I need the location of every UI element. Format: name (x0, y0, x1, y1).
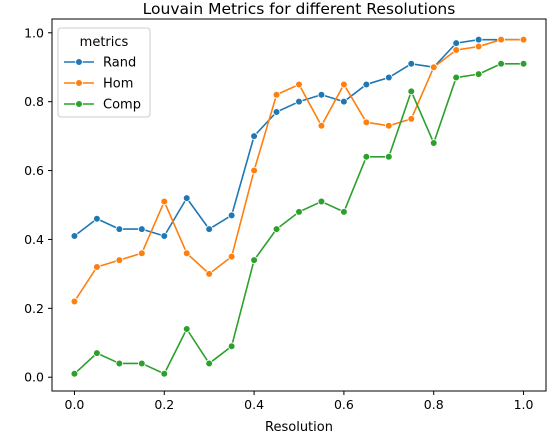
legend-label-hom: Hom (103, 77, 133, 92)
data-point-comp (429, 139, 438, 147)
data-point-rand (295, 97, 303, 106)
y-tick-label: 0.6 (24, 163, 44, 178)
x-tick-label: 1.0 (514, 397, 534, 412)
data-point-comp (407, 87, 416, 96)
x-tick-label: 0.8 (424, 397, 444, 412)
legend-label-comp: Comp (103, 98, 141, 113)
data-point-rand (93, 214, 101, 223)
data-point-rand (138, 225, 146, 233)
data-point-rand (182, 194, 191, 202)
legend-items: Rand Hom Comp (64, 56, 141, 113)
data-point-comp (205, 359, 213, 368)
data-point-comp (385, 152, 393, 161)
legend: metrics Rand Hom Comp (57, 27, 151, 118)
data-point-comp (115, 359, 124, 368)
data-point-rand (227, 211, 236, 220)
data-point-rand (317, 90, 326, 99)
data-point-hom (138, 249, 146, 258)
y-tick-label: 0.2 (24, 301, 44, 316)
data-point-rand (407, 59, 416, 68)
data-point-comp (519, 59, 528, 68)
legend-box (57, 27, 151, 118)
data-point-hom (317, 121, 326, 130)
plot-frame (51, 18, 547, 392)
data-point-comp (295, 208, 303, 216)
data-point-comp (160, 369, 169, 378)
data-point-comp (138, 359, 146, 368)
y-axis: 0.0 0.2 0.4 0.6 0.8 1.0 (24, 25, 52, 385)
y-tick-label: 0.8 (24, 94, 44, 109)
data-point-rand (250, 132, 258, 140)
data-point-comp (227, 342, 236, 351)
legend-marker-rand (75, 58, 83, 66)
data-point-hom (115, 256, 124, 264)
data-point-hom (385, 121, 393, 130)
data-point-comp (497, 59, 505, 68)
data-point-comp (474, 70, 483, 78)
data-point-hom (474, 42, 483, 51)
data-point-rand (474, 35, 483, 44)
x-tick-label: 0.6 (334, 397, 354, 412)
data-point-comp (93, 349, 101, 357)
legend-title: metrics (80, 35, 129, 50)
data-point-hom (160, 197, 169, 206)
data-point-rand (385, 73, 393, 82)
data-point-hom (452, 46, 460, 54)
data-point-hom (272, 90, 281, 99)
data-point-rand (70, 232, 79, 240)
data-point-hom (519, 35, 528, 44)
legend-label-rand: Rand (103, 56, 136, 71)
chart-title: Louvain Metrics for different Resolution… (143, 0, 456, 18)
data-point-hom (429, 63, 438, 72)
data-point-hom (182, 249, 191, 258)
data-point-comp (250, 256, 258, 264)
x-tick-label: 0.4 (244, 397, 264, 412)
data-point-hom (205, 270, 213, 278)
data-point-hom (93, 263, 101, 271)
data-point-rand (362, 80, 371, 89)
data-point-comp (340, 208, 348, 216)
data-point-comp (182, 325, 191, 333)
y-tick-label: 0.4 (24, 232, 44, 247)
data-point-hom (227, 252, 236, 261)
data-point-hom (340, 80, 348, 89)
data-point-comp (362, 152, 371, 161)
legend-marker-comp (75, 100, 83, 108)
data-point-hom (362, 118, 371, 127)
x-axis-label: Resolution (265, 420, 333, 435)
data-point-comp (317, 197, 326, 206)
x-axis: 0.0 0.2 0.4 0.6 0.8 1.0 (65, 391, 534, 412)
data-point-comp (272, 225, 281, 233)
data-point-rand (340, 97, 348, 106)
y-tick-label: 1.0 (24, 25, 44, 40)
series-layer (70, 35, 528, 378)
data-point-hom (497, 35, 505, 44)
data-point-hom (250, 166, 258, 175)
data-point-rand (160, 232, 169, 240)
data-point-rand (115, 225, 124, 233)
legend-marker-hom (75, 79, 83, 87)
data-point-comp (70, 369, 79, 378)
x-tick-label: 0.2 (154, 397, 174, 412)
data-point-rand (205, 225, 213, 233)
data-point-comp (452, 73, 460, 82)
data-point-hom (295, 80, 303, 89)
data-point-rand (452, 39, 460, 47)
y-tick-label: 0.0 (24, 370, 44, 385)
data-point-rand (272, 108, 281, 116)
data-point-hom (70, 297, 79, 306)
data-point-hom (407, 115, 416, 123)
x-tick-label: 0.0 (65, 397, 85, 412)
